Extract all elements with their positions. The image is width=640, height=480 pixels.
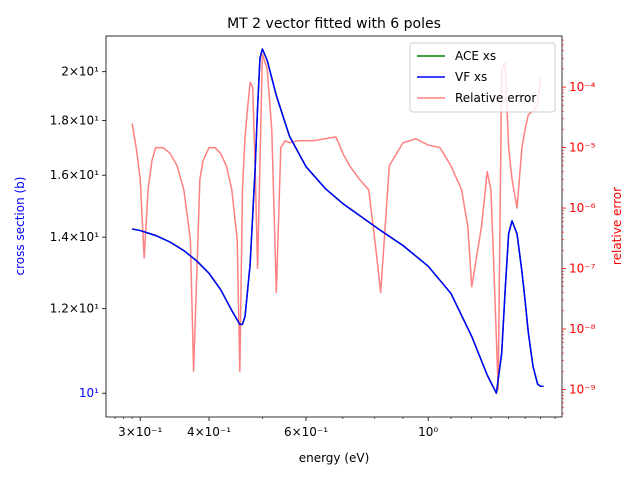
- y-left-tick-label: 1.6×10¹: [50, 168, 99, 182]
- x-tick-label: 4×10⁻¹: [187, 425, 231, 439]
- legend-label-vf: VF xs: [455, 70, 487, 84]
- x-tick-label: 10⁰: [418, 425, 438, 439]
- legend-label-ace: ACE xs: [455, 49, 496, 63]
- y-axis-left-title: cross section (b): [13, 177, 27, 276]
- y-left-tick-label: 1.8×10¹: [50, 114, 99, 128]
- series-layer: [131, 48, 544, 394]
- y-right-tick-label: 10⁻⁸: [569, 322, 596, 336]
- y-right-tick-label: 10⁻⁶: [569, 201, 596, 215]
- series-line-vf-xs: [131, 48, 544, 394]
- legend: ACE xs VF xs Relative error: [409, 42, 556, 113]
- y-left-tick-label: 2×10¹: [61, 65, 99, 79]
- series-line-relative-error: [131, 53, 542, 391]
- y-left-tick-label: 10¹: [79, 386, 99, 400]
- y-right-tick-label: 10⁻⁹: [569, 382, 596, 396]
- legend-label-error: Relative error: [455, 91, 536, 105]
- y-axis-right: 10⁻⁹ 10⁻⁸ 10⁻⁷ 10⁻⁶ 10⁻⁵ 10⁻⁴: [562, 39, 596, 414]
- x-axis-title: energy (eV): [299, 451, 370, 465]
- y-left-tick-label: 1.4×10¹: [50, 230, 99, 244]
- x-tick-label: 3×10⁻¹: [118, 425, 162, 439]
- y-right-tick-label: 10⁻⁵: [569, 141, 596, 155]
- y-left-tick-label: 1.2×10¹: [50, 302, 99, 316]
- legend-box: [409, 42, 556, 113]
- x-tick-label: 6×10⁻¹: [284, 425, 328, 439]
- chart-title: MT 2 vector fitted with 6 poles: [227, 16, 441, 32]
- x-axis: 3×10⁻¹ 4×10⁻¹ 6×10⁻¹ 10⁰: [114, 417, 556, 439]
- y-axis-right-title: relative error: [610, 187, 624, 265]
- y-right-tick-label: 10⁻⁷: [569, 261, 596, 275]
- plot-area: [131, 48, 544, 394]
- y-axis-left: 10¹ 1.2×10¹ 1.4×10¹ 1.6×10¹ 1.8×10¹ 2×10¹: [50, 65, 106, 400]
- y-right-tick-label: 10⁻⁴: [569, 80, 596, 94]
